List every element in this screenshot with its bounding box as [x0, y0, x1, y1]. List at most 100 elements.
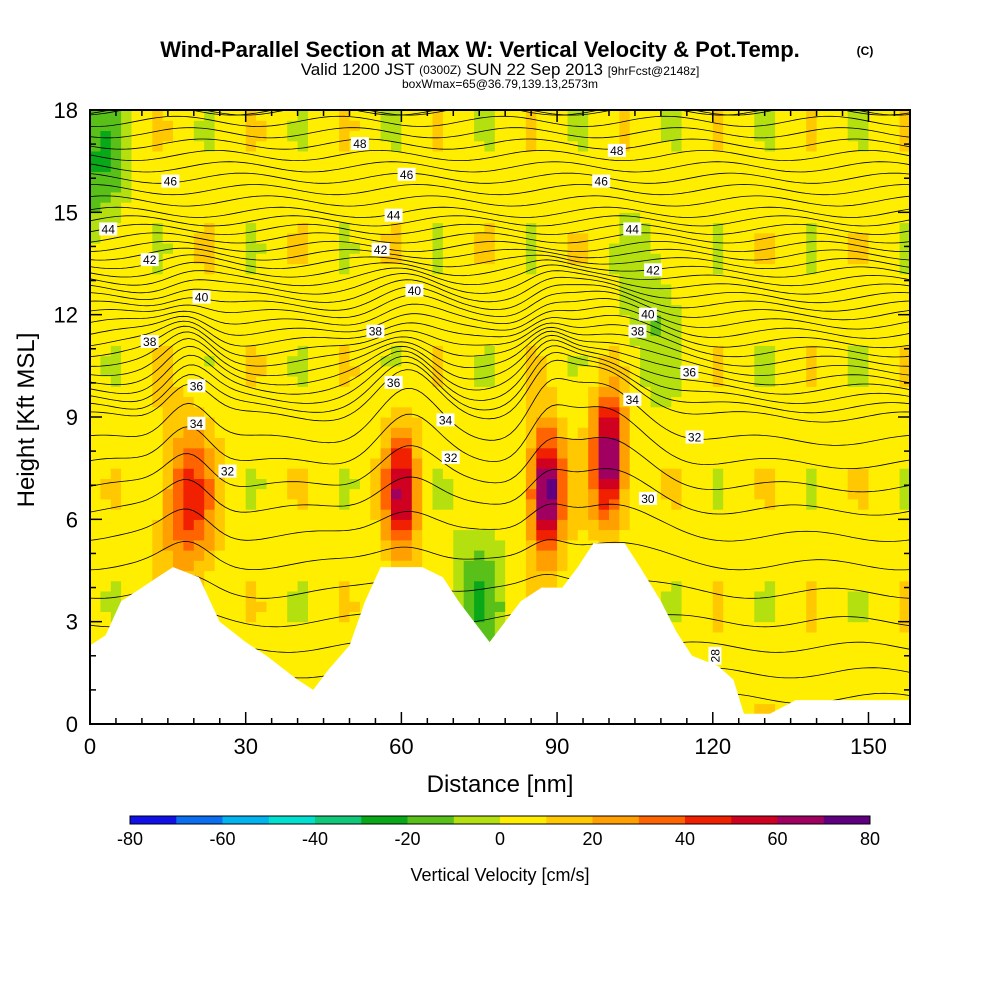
velocity-cell	[681, 253, 693, 265]
velocity-cell	[380, 539, 392, 551]
velocity-cell	[723, 130, 735, 142]
velocity-cell	[359, 284, 371, 295]
velocity-cell	[328, 427, 340, 438]
velocity-cell	[505, 263, 517, 275]
velocity-cell	[619, 120, 631, 131]
velocity-cell	[660, 171, 672, 183]
velocity-cell	[308, 417, 319, 428]
velocity-cell	[515, 529, 527, 541]
velocity-cell	[878, 294, 890, 305]
velocity-cell	[525, 345, 537, 357]
velocity-cell	[837, 120, 849, 131]
velocity-cell	[692, 509, 703, 520]
velocity-cell	[847, 161, 859, 172]
velocity-cell	[588, 519, 600, 531]
velocity-cell	[266, 181, 278, 193]
velocity-cell	[525, 140, 537, 152]
velocity-cell	[660, 376, 672, 387]
velocity-cell	[546, 120, 558, 131]
velocity-cell	[733, 478, 745, 490]
contour-label-text: 46	[595, 175, 609, 189]
velocity-cell	[525, 202, 537, 213]
velocity-cell	[525, 253, 537, 265]
velocity-cell	[858, 212, 870, 224]
velocity-cell	[712, 417, 724, 428]
velocity-cell	[515, 376, 527, 387]
velocity-cell	[214, 335, 226, 346]
velocity-cell	[100, 550, 112, 561]
velocity-cell	[484, 263, 496, 275]
velocity-cell	[827, 457, 838, 469]
velocity-cell	[245, 601, 257, 612]
contour-label-bg	[192, 290, 211, 304]
velocity-cell	[422, 478, 434, 490]
velocity-cell	[308, 539, 319, 551]
velocity-cell	[619, 355, 631, 367]
velocity-cell	[806, 335, 818, 346]
velocity-cell	[868, 273, 880, 285]
theta-contour-line	[90, 351, 910, 414]
velocity-cell	[858, 365, 870, 377]
velocity-cell	[411, 222, 423, 234]
velocity-cell	[276, 110, 288, 121]
velocity-cell	[442, 314, 454, 326]
velocity-cell	[785, 560, 797, 572]
velocity-cell	[505, 365, 517, 377]
velocity-cell	[90, 284, 101, 295]
velocity-cell	[754, 672, 766, 684]
velocity-cell	[453, 406, 465, 418]
velocity-cell	[474, 150, 486, 162]
velocity-cell	[785, 284, 797, 295]
velocity-cell	[660, 417, 672, 428]
velocity-cell	[183, 120, 195, 131]
velocity-cell	[546, 417, 558, 428]
velocity-cell	[598, 355, 610, 367]
velocity-cell	[650, 130, 662, 142]
velocity-cell	[515, 468, 527, 479]
velocity-cell	[702, 171, 714, 183]
velocity-cell	[235, 560, 247, 572]
velocity-cell	[588, 243, 600, 254]
velocity-cell	[204, 478, 216, 490]
velocity-cell	[702, 611, 714, 623]
velocity-cell	[110, 437, 122, 449]
contour-label: 42	[644, 263, 663, 277]
velocity-cell	[878, 304, 890, 316]
velocity-cell	[692, 580, 703, 592]
velocity-cell	[723, 457, 735, 469]
velocity-cell	[567, 120, 579, 131]
velocity-cell	[754, 519, 766, 531]
velocity-cell	[110, 519, 122, 531]
velocity-cell	[422, 427, 434, 438]
velocity-cell	[847, 457, 859, 469]
velocity-cell	[785, 191, 797, 203]
velocity-cell	[692, 243, 703, 254]
velocity-cell	[110, 539, 122, 551]
velocity-cell	[723, 601, 735, 612]
velocity-cell	[90, 550, 101, 561]
velocity-cell	[339, 365, 351, 377]
velocity-cell	[339, 406, 351, 418]
velocity-cell	[401, 181, 413, 193]
velocity-cell	[484, 171, 496, 183]
velocity-cell	[723, 631, 735, 643]
velocity-cell	[266, 314, 278, 326]
velocity-cell	[339, 324, 351, 336]
velocity-cell	[536, 498, 548, 510]
velocity-cell	[349, 324, 361, 336]
velocity-cell	[266, 365, 278, 377]
velocity-cell	[546, 191, 558, 203]
velocity-cell	[681, 457, 693, 469]
velocity-cell	[297, 580, 309, 592]
velocity-cell	[889, 662, 901, 674]
velocity-cell	[204, 140, 216, 152]
velocity-cell	[204, 355, 216, 367]
velocity-cell	[847, 150, 859, 162]
velocity-cell	[899, 580, 910, 592]
velocity-cell	[328, 324, 340, 336]
velocity-cell	[318, 273, 330, 285]
velocity-cell	[816, 396, 828, 408]
velocity-cell	[702, 181, 714, 193]
velocity-cell	[266, 243, 278, 254]
chart-subtitle-box: boxWmax=65@36.79,139.13,2573m	[402, 77, 598, 91]
